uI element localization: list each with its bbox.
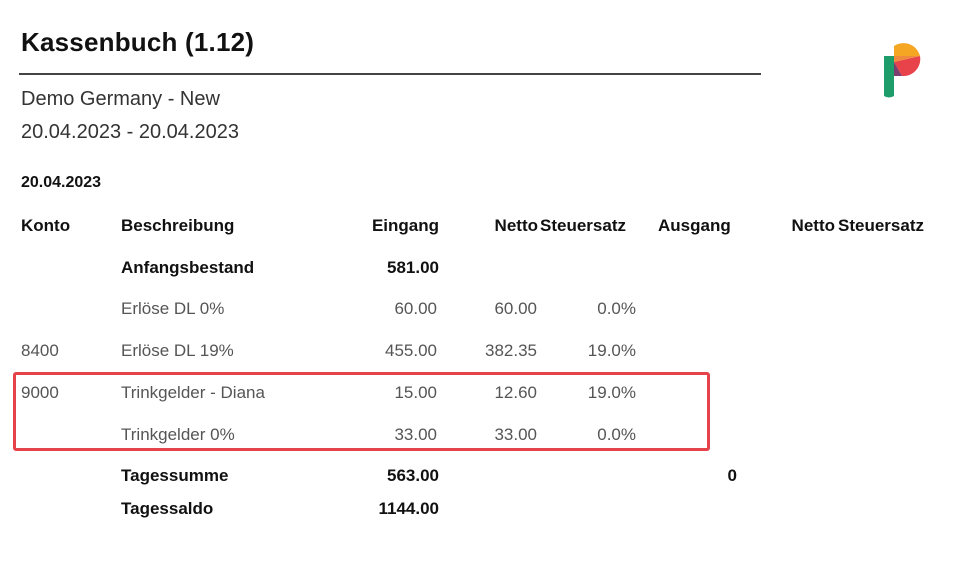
row-ausgang: 0 [727, 466, 737, 485]
row-eingang: 455.00 [385, 341, 437, 360]
col-header-netto-in: Netto [494, 216, 538, 235]
row-eingang: 60.00 [394, 299, 437, 318]
col-header-eingang: Eingang [371, 216, 439, 235]
row-eingang: 1144.00 [378, 499, 439, 518]
row-eingang: 33.00 [394, 425, 437, 444]
col-header-beschreibung: Beschreibung [121, 216, 235, 235]
col-header-netto-out: Netto [791, 216, 835, 235]
row-steuersatz: 0.0% [597, 425, 636, 444]
highlight-box [13, 372, 710, 451]
col-header-konto: Konto [21, 216, 71, 235]
row-steuersatz: 19.0% [587, 383, 636, 402]
row-netto: 382.35 [485, 341, 537, 360]
company-name: Demo Germany - New [21, 88, 220, 110]
title-divider [19, 73, 761, 75]
col-header-ausgang: Ausgang [658, 216, 731, 235]
row-konto: 9000 [21, 383, 59, 402]
row-description: Tagessumme [121, 466, 229, 485]
row-eingang: 581.00 [387, 258, 439, 277]
row-netto: 33.00 [494, 425, 537, 444]
row-steuersatz: 19.0% [587, 341, 636, 360]
row-description: Tagessaldo [121, 499, 214, 518]
col-header-steuersatz-out: Steuersatz [838, 216, 924, 235]
row-netto: 60.00 [494, 299, 537, 318]
row-eingang: 15.00 [394, 383, 437, 402]
row-description: Erlöse DL 19% [121, 341, 234, 360]
row-description: Erlöse DL 0% [121, 299, 225, 318]
row-steuersatz: 0.0% [597, 299, 636, 318]
row-konto: 8400 [21, 341, 59, 360]
row-description: Trinkgelder 0% [121, 425, 235, 444]
brand-logo-icon [884, 43, 921, 98]
row-eingang: 563.00 [387, 466, 439, 485]
row-netto: 12.60 [494, 383, 537, 402]
report-title: Kassenbuch (1.12) [21, 27, 255, 57]
row-description: Trinkgelder - Diana [121, 383, 265, 402]
day-heading: 20.04.2023 [21, 174, 102, 191]
report-period: 20.04.2023 - 20.04.2023 [21, 121, 239, 143]
col-header-steuersatz-in: Steuersatz [540, 216, 626, 235]
row-description: Anfangsbestand [121, 258, 255, 277]
